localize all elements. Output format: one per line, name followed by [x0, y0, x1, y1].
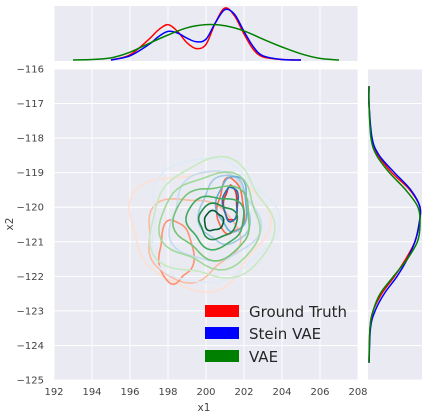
top-marginal-stein-vae-curve [110, 8, 302, 61]
y-tick-label: −121 [17, 237, 44, 248]
vae-contour-level [197, 202, 239, 241]
y-tick-label: −118 [17, 134, 44, 145]
vae-contour-level [203, 209, 225, 232]
stein-vae-contour-level [151, 157, 282, 284]
legend-label-ground-truth: Ground Truth [249, 303, 347, 321]
right-marginal-panel [368, 68, 422, 381]
stein-vae-contour-level [197, 174, 252, 246]
right-marginal-stein-vae-curve [368, 86, 422, 363]
vae-contour-level [148, 155, 276, 279]
x-axis-label: x1 [198, 402, 211, 414]
y-tick-label: −119 [17, 168, 44, 179]
ground-truth-contour-level [157, 219, 196, 286]
x-tick-label: 194 [82, 387, 101, 398]
top-marginal-vae-curve [72, 23, 340, 61]
y-tick-label: −124 [17, 341, 44, 352]
top-marginal-curves [72, 7, 340, 61]
x-tick-label: 200 [196, 387, 215, 398]
vae-contour-level [158, 171, 261, 271]
y-axis-label: x2 [4, 218, 16, 231]
y-tick-labels: −125 −124 −123 −122 −121 −120 −119 −118 −117 −116 [17, 65, 44, 387]
vae-contour-level [185, 195, 245, 251]
y-tick-label: −120 [17, 203, 44, 214]
right-marginal-curves [368, 86, 422, 363]
y-tick-label: −116 [17, 65, 44, 76]
legend-swatch-stein-vae [205, 327, 239, 339]
x-tick-labels: 192 194 196 198 200 202 204 206 208 [44, 387, 367, 398]
x-tick-label: 204 [272, 387, 291, 398]
x-tick-label: 202 [234, 387, 253, 398]
contour-layer [128, 155, 282, 294]
right-marginal-background [368, 69, 422, 380]
y-tick-label: −123 [17, 306, 44, 317]
y-tick-label: −125 [17, 376, 44, 387]
main-grid [53, 68, 359, 381]
x-tick-label: 198 [158, 387, 177, 398]
legend-swatch-vae [205, 350, 239, 362]
y-tick-label: −117 [17, 99, 44, 110]
y-tick-label: −122 [17, 272, 44, 283]
vae-contour-level [172, 185, 250, 262]
right-marginal-vae-curve [368, 86, 421, 363]
legend-swatch-ground-truth [205, 305, 239, 317]
legend-label-stein-vae: Stein VAE [249, 325, 321, 343]
x-tick-label: 206 [310, 387, 329, 398]
main-panel: 192 194 196 198 200 202 204 206 208 −125 −124 −123… [4, 65, 368, 415]
x-tick-label: 208 [348, 387, 367, 398]
top-marginal-ground-truth-curve [110, 7, 302, 61]
legend-label-vae: VAE [249, 348, 278, 366]
legend: Ground Truth Stein VAE VAE [205, 303, 347, 366]
x-tick-label: 192 [44, 387, 63, 398]
top-marginal-panel [53, 6, 359, 61]
x-tick-label: 196 [120, 387, 139, 398]
stein-vae-contour-level [221, 186, 240, 223]
